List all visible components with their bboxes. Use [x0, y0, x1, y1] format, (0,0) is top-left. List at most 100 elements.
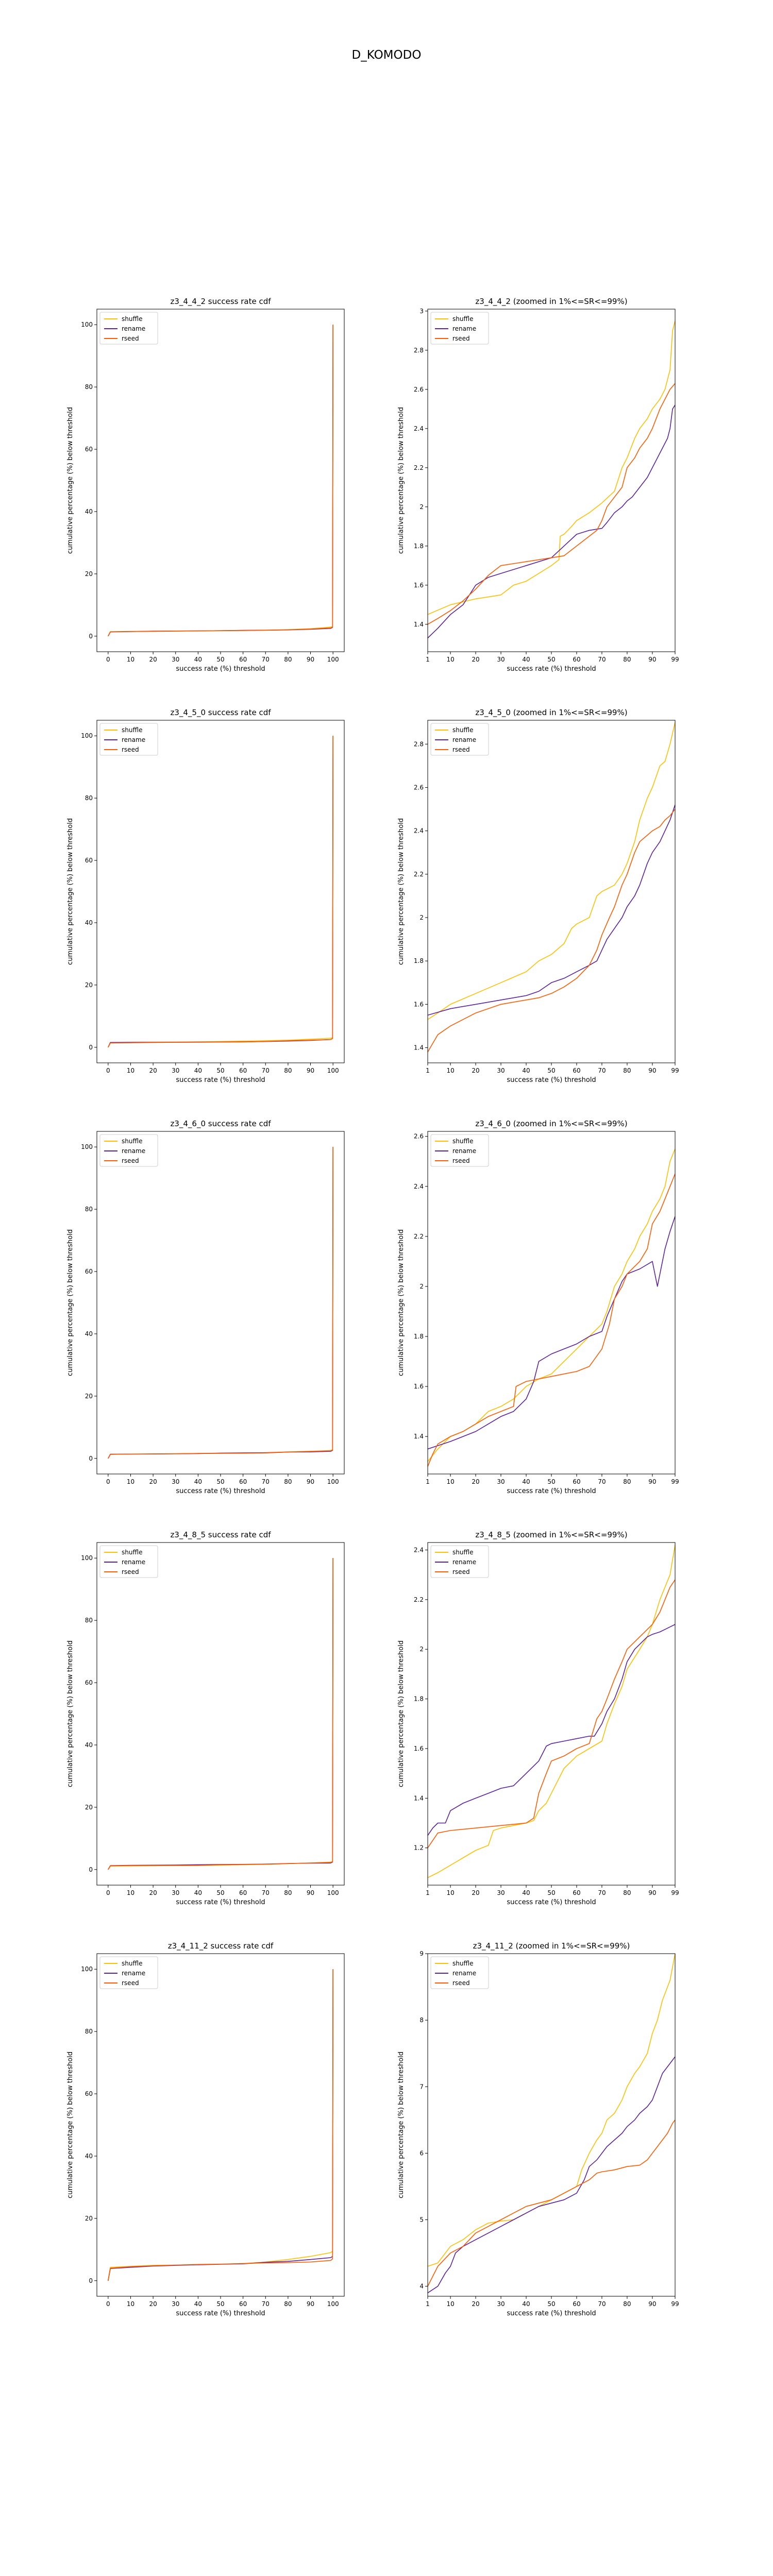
x-tick-label: 100 — [327, 1478, 339, 1485]
y-tick-label: 2.4 — [414, 827, 424, 835]
x-tick-label: 10 — [446, 2300, 454, 2308]
series-line-shuffle — [108, 325, 334, 637]
x-tick-label: 50 — [216, 2300, 224, 2308]
legend-label-rseed: rseed — [122, 1568, 139, 1575]
legend-box — [99, 312, 158, 345]
x-tick-label: 40 — [522, 2300, 530, 2308]
legend-box — [99, 1134, 158, 1167]
series-line-rename — [108, 1147, 334, 1459]
legend-label-rseed: rseed — [122, 335, 139, 342]
chart-title: z3_4_6_0 success rate cdf — [170, 1119, 271, 1129]
x-tick-label: 100 — [327, 2300, 339, 2308]
plot-frame — [427, 720, 676, 1063]
series-line-rename — [108, 1558, 334, 1870]
x-tick-label: 10 — [446, 656, 454, 663]
legend-label-rename: rename — [122, 1147, 145, 1155]
x-tick-label: 20 — [149, 1478, 157, 1485]
y-tick-label: 0 — [89, 2277, 93, 2284]
x-tick-label: 70 — [598, 1478, 606, 1485]
x-tick-label: 50 — [547, 1478, 555, 1485]
y-tick-label: 2.2 — [414, 871, 424, 878]
y-tick-label: 1.2 — [414, 1844, 424, 1852]
x-tick-label: 0 — [106, 1478, 110, 1485]
x-tick-label: 99 — [671, 1478, 679, 1485]
y-tick-label: 40 — [85, 2153, 93, 2160]
legend-label-rename: rename — [452, 325, 476, 332]
x-tick-label: 20 — [149, 1889, 157, 1896]
y-tick-label: 0 — [89, 633, 93, 640]
x-tick-label: 60 — [573, 656, 580, 663]
legend-label-rename: rename — [122, 325, 145, 332]
x-tick-label: 50 — [216, 1067, 224, 1074]
chart-z4: z3_4_11_2 (zoomed in 1%<=SR<=99%) 1 10 20 30… — [397, 1941, 679, 2317]
x-tick-label: 70 — [262, 656, 270, 663]
series-line-rename — [428, 804, 675, 1016]
legend-label-shuffle: shuffle — [452, 1138, 473, 1145]
y-tick-label: 2.2 — [414, 1596, 424, 1603]
y-tick-label: 0 — [89, 1866, 93, 1873]
y-axis-label: cumulative percentage (%) below threshol… — [397, 1640, 405, 1787]
y-tick-label: 8 — [419, 2016, 424, 2024]
legend-label-rseed: rseed — [122, 1979, 139, 1987]
y-tick-label: 100 — [81, 732, 93, 739]
x-tick-label: 30 — [172, 656, 179, 663]
legend-box — [430, 1545, 489, 1578]
y-tick-label: 60 — [85, 1679, 93, 1686]
y-tick-label: 1.4 — [414, 1794, 424, 1802]
y-tick-label: 1.4 — [414, 1044, 424, 1052]
y-tick-label: 80 — [85, 794, 93, 802]
x-axis-label: success rate (%) threshold — [176, 1487, 265, 1495]
x-tick-label: 50 — [547, 2300, 555, 2308]
y-axis-label: cumulative percentage (%) below threshol… — [66, 407, 74, 554]
legend-label-rseed: rseed — [122, 1157, 139, 1164]
y-tick-label: 6 — [419, 2149, 424, 2157]
y-tick-label: 4 — [419, 2283, 424, 2290]
plot-frame — [96, 1542, 345, 1886]
series-line-rename — [428, 2056, 675, 2294]
x-axis-label: success rate (%) threshold — [176, 2310, 265, 2317]
x-tick-label: 30 — [497, 656, 505, 663]
series-line-rename — [428, 1624, 675, 1836]
y-tick-label: 2 — [419, 914, 424, 921]
series-line-shuffle — [428, 1545, 675, 1878]
plot-frame — [96, 720, 345, 1063]
x-tick-label: 40 — [522, 1889, 530, 1896]
y-tick-label: 2.2 — [414, 464, 424, 471]
series-line-rename — [108, 325, 334, 637]
chart-c1: z3_4_5_0 success rate cdf 0 10 20 30 40 50 60 70… — [66, 708, 345, 1084]
legend-label-rseed: rseed — [452, 746, 470, 753]
x-tick-label: 50 — [216, 1889, 224, 1896]
series-line-shuffle — [108, 1558, 334, 1870]
x-tick-label: 10 — [446, 1067, 454, 1074]
x-tick-label: 1 — [426, 1889, 430, 1896]
x-tick-label: 60 — [239, 2300, 247, 2308]
y-tick-label: 100 — [81, 1143, 93, 1150]
x-tick-label: 40 — [194, 1478, 202, 1485]
y-tick-label: 2 — [419, 1283, 424, 1290]
y-tick-label: 80 — [85, 1617, 93, 1624]
plot-frame — [427, 309, 676, 652]
x-tick-label: 80 — [623, 1478, 631, 1485]
legend-label-rseed: rseed — [452, 335, 470, 342]
y-tick-label: 1.4 — [414, 621, 424, 628]
y-axis-label: cumulative percentage (%) below threshol… — [397, 2052, 405, 2198]
x-tick-label: 80 — [284, 1067, 292, 1074]
legend-label-rseed: rseed — [452, 1568, 470, 1575]
series-line-shuffle — [108, 736, 334, 1048]
x-tick-label: 60 — [239, 656, 247, 663]
x-tick-label: 30 — [497, 2300, 505, 2308]
x-tick-label: 100 — [327, 1889, 339, 1896]
chart-title: z3_4_8_5 (zoomed in 1%<=SR<=99%) — [475, 1530, 627, 1540]
x-tick-label: 90 — [307, 1478, 314, 1485]
x-tick-label: 90 — [307, 656, 314, 663]
x-tick-label: 80 — [623, 656, 631, 663]
x-tick-label: 90 — [307, 2300, 314, 2308]
figure-title: D_KOMODO — [351, 48, 422, 62]
y-tick-label: 1.6 — [414, 1001, 424, 1008]
y-tick-label: 20 — [85, 1804, 93, 1811]
x-axis-label: success rate (%) threshold — [507, 665, 596, 673]
x-tick-label: 10 — [127, 1067, 135, 1074]
y-axis-label: cumulative percentage (%) below threshol… — [397, 818, 405, 965]
chart-z0: z3_4_4_2 (zoomed in 1%<=SR<=99%) 1 10 20 30 4… — [397, 297, 679, 673]
x-tick-label: 60 — [573, 1067, 580, 1074]
